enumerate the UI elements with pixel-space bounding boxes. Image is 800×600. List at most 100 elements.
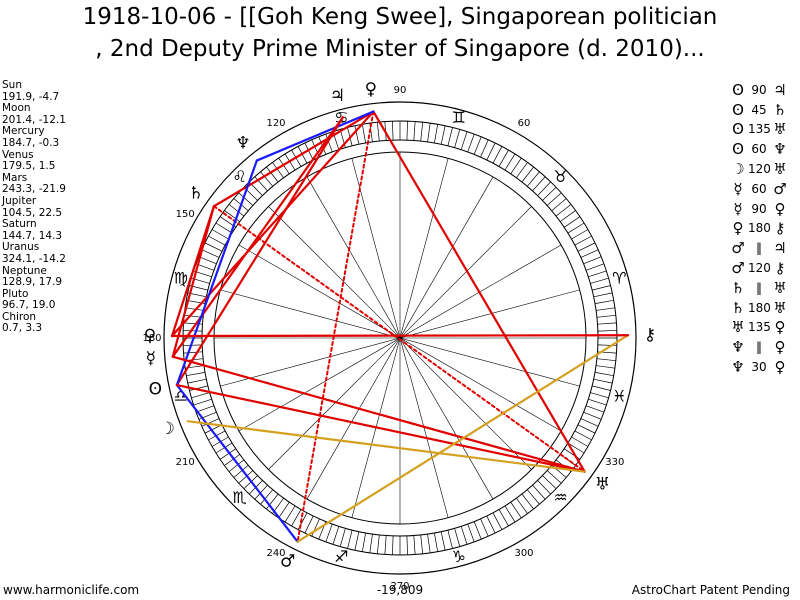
degree-tick — [596, 365, 615, 369]
degree-tick — [590, 277, 609, 284]
degree-tick — [492, 512, 503, 530]
degree-tick — [420, 534, 424, 554]
degree-tick — [198, 256, 217, 265]
degree-tick — [354, 125, 360, 145]
degree-tick — [537, 480, 551, 495]
degree-tick — [588, 398, 607, 406]
zodiac-sign-glyph: ♓ — [612, 386, 626, 405]
zodiac-sign-glyph: ♌ — [232, 167, 246, 186]
degree-tick — [486, 142, 496, 161]
aspect-planet-a-glyph: ♂ — [731, 239, 745, 258]
degree-tick — [504, 505, 516, 523]
aspect-planet-b-glyph: ♀ — [774, 199, 786, 218]
planet-name-jupiter: Jupiter — [2, 194, 37, 207]
outer-ring — [163, 101, 637, 575]
degree-tick — [440, 125, 446, 145]
degree-tick — [546, 470, 562, 484]
degree-tick — [480, 518, 489, 537]
degree-tick — [521, 493, 534, 510]
degree-tick — [185, 307, 204, 311]
chart-title-line-2: , 2nd Deputy Prime Minister of Singapore… — [95, 36, 705, 62]
aspect-line-pluto-venus — [170, 110, 375, 338]
degree-tick — [596, 314, 616, 318]
aspect-line-jupiter-sun — [175, 116, 345, 387]
degree-tick — [521, 166, 534, 183]
degree-tick — [278, 157, 290, 175]
degree-tick — [238, 192, 254, 206]
aspect-angle: 180 — [748, 300, 771, 315]
aspect-angle: 90 — [751, 201, 767, 216]
degree-tick — [596, 358, 616, 362]
aspect-planet-a-glyph: ʘ — [732, 140, 744, 159]
degree-tick — [588, 270, 607, 278]
degree-tick — [592, 385, 611, 391]
aspect-planet-b-glyph: ♀ — [774, 338, 786, 357]
degree-tick — [594, 299, 614, 304]
aspect-line-pluto-neptune — [255, 110, 375, 162]
degree-tick — [447, 127, 453, 146]
degree-tick — [546, 192, 562, 206]
planet-glyph-jupiter: ♃ — [330, 86, 345, 106]
degree-tick — [254, 484, 268, 500]
aspect-row: ♄ 180 ♅ — [728, 298, 790, 318]
aspect-planet-a-glyph: ♆ — [731, 338, 745, 357]
degree-tick — [597, 344, 617, 346]
degree-tick — [580, 249, 599, 258]
degree-tick — [447, 530, 453, 549]
degree-tick — [224, 454, 241, 466]
degree-tick — [577, 242, 596, 252]
planet-name-mercury: Mercury — [2, 125, 45, 138]
aspect-planet-b-glyph: ♂ — [773, 179, 787, 198]
aspect-planet-b-glyph: ⚷ — [774, 219, 786, 238]
footer-day-count: -19,809 — [376, 583, 424, 597]
degree-tick — [597, 330, 617, 332]
planet-name-neptune: Neptune — [2, 264, 47, 277]
aspect-planet-b-glyph: ♆ — [773, 140, 787, 159]
degree-tick — [532, 176, 546, 192]
planet-name-pluto: Pluto — [2, 287, 29, 300]
planet-coord-pluto: 96.7, 19.0 — [2, 299, 56, 312]
degree-tick — [186, 372, 206, 377]
degree-tick — [498, 509, 509, 527]
degree-tick — [434, 124, 439, 144]
aspect-line-mars-chiron — [296, 334, 630, 543]
degree-tick — [392, 121, 394, 141]
degree-tick — [195, 405, 215, 413]
degree-tick — [332, 526, 340, 545]
planet-name-venus: Venus — [2, 148, 34, 161]
degree-tick — [193, 398, 212, 406]
aspect-line-saturn-venus — [170, 205, 216, 338]
planet-coord-moon: 201.4, -12.1 — [2, 113, 66, 126]
degree-label: 180 — [142, 333, 161, 344]
planet-name-chiron: Chiron — [2, 310, 37, 323]
zodiac-sign-glyph: ♍ — [174, 269, 188, 288]
degree-tick — [384, 535, 387, 555]
degree-tick — [195, 263, 215, 271]
aspect-row: ☿ 60 ♂ — [728, 179, 790, 199]
aspect-planet-a-glyph: ♂ — [731, 259, 745, 278]
degree-tick — [260, 489, 273, 505]
degree-label: 330 — [605, 457, 624, 468]
aspect-row: ♄ ‖ ♅ — [728, 278, 790, 298]
degree-tick — [339, 528, 346, 547]
degree-tick — [504, 153, 516, 171]
planet-glyph-neptune: ♆ — [235, 133, 250, 153]
aspect-table: ʘ 90 ♃ ʘ 45 ♄ ʘ 135 ♅ ʘ 60 ♆ ☽ 120 ♅ ☿ 60 ♂ ☿ 90 ♀ ♀ 180 ⚷ ♂ ‖ ♃ ♂ 1… — [728, 80, 790, 377]
planet-coord-mars: 243.3, -21.9 — [2, 183, 66, 196]
aspect-planet-a-glyph: ♄ — [731, 278, 745, 297]
degree-tick — [347, 530, 353, 549]
degree-tick — [201, 418, 220, 427]
degree-tick — [460, 526, 468, 545]
aspect-row: ♆ 30 ♀ — [728, 357, 790, 377]
aspect-row: ♂ 120 ⚷ — [728, 258, 790, 278]
aspect-angle: 30 — [751, 360, 767, 375]
planet-coord-jupiter: 104.5, 22.5 — [2, 206, 63, 219]
degree-tick — [406, 121, 408, 141]
degree-tick — [473, 136, 482, 155]
footer-patent-note: AstroChart Patent Pending — [631, 583, 790, 597]
degree-tick — [224, 210, 241, 222]
degree-tick — [208, 235, 226, 246]
planet-glyph-pluto: ♀ — [365, 80, 377, 100]
planet-name-mars: Mars — [2, 171, 28, 184]
degree-tick — [593, 378, 613, 384]
